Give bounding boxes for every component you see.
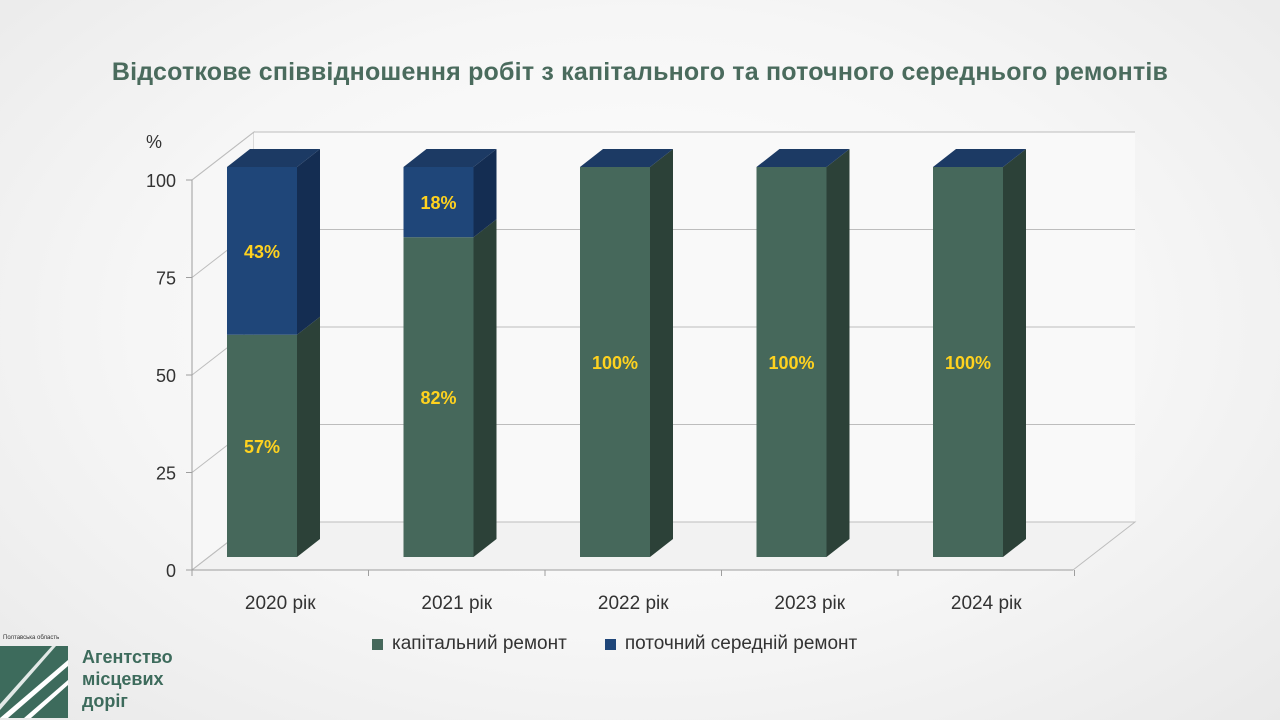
bars: 57% 43% 82% 18% 100% 100% 100% bbox=[227, 149, 1026, 557]
chart-title: Відсоткове співвідношення робіт з капіта… bbox=[111, 58, 1169, 86]
bar-side bbox=[473, 149, 497, 238]
bar-segment bbox=[933, 167, 1003, 557]
logo-region-text: Полтавська область bbox=[3, 635, 60, 641]
bar-top bbox=[403, 149, 497, 167]
legend-label-capital: капітальний ремонт bbox=[392, 633, 567, 654]
stacked-bar-chart: % 0 25 50 75 100 57% 43% 82% 18% 100% 100% 100% 20… bbox=[146, 130, 1137, 614]
legend-label-current: поточний середній ремонт bbox=[624, 633, 858, 654]
bar-side bbox=[297, 149, 320, 335]
logo-line-1: Агентство bbox=[82, 647, 173, 667]
legend-swatch-capital bbox=[372, 638, 383, 650]
logo-line-2: місцевих bbox=[82, 669, 164, 689]
bar-top bbox=[756, 149, 850, 167]
bar-segment bbox=[227, 334, 297, 557]
y-axis-label: % bbox=[146, 132, 162, 152]
logo-text: Агентство місцевих доріг bbox=[82, 646, 173, 712]
road-logo-icon bbox=[0, 646, 68, 718]
x-tick-label: 2022 рік bbox=[598, 593, 669, 614]
data-label: 18% bbox=[420, 193, 456, 213]
bar-segment bbox=[403, 237, 474, 557]
y-tick-label: 25 bbox=[156, 464, 176, 484]
bar-side bbox=[826, 149, 850, 557]
legend-item-capital: капітальний ремонт bbox=[372, 633, 567, 655]
data-label: 100% bbox=[768, 353, 814, 373]
bar-side bbox=[1003, 149, 1026, 557]
bar-top bbox=[580, 149, 673, 167]
legend-item-current: поточний середній ремонт bbox=[604, 633, 858, 655]
data-label: 43% bbox=[244, 242, 280, 262]
y-tick-label: 0 bbox=[166, 561, 176, 581]
bar-side bbox=[650, 149, 673, 557]
bar-segment bbox=[580, 167, 650, 557]
bar-segment bbox=[403, 167, 474, 238]
x-axis-labels: 2020 рік 2021 рік 2022 рік 2023 рік 2024 рік bbox=[245, 593, 1022, 614]
x-tick-label: 2020 рік bbox=[245, 593, 316, 614]
y-tick-label: 50 bbox=[156, 366, 176, 386]
data-label: 57% bbox=[244, 437, 280, 457]
x-tick-label: 2021 рік bbox=[421, 593, 492, 614]
gridline-diagonal bbox=[191, 131, 255, 181]
x-tick-label: 2023 рік bbox=[774, 593, 845, 614]
y-tick-label: 75 bbox=[156, 269, 176, 289]
bar-segment bbox=[227, 167, 297, 335]
data-label: 100% bbox=[592, 353, 638, 373]
bar-top bbox=[227, 149, 320, 167]
y-axis-ticks: 0 25 50 75 100 bbox=[146, 171, 176, 581]
bar-segment bbox=[756, 167, 827, 557]
data-label: 100% bbox=[945, 353, 991, 373]
x-tick-label: 2024 рік bbox=[951, 593, 1022, 614]
bar-top bbox=[933, 149, 1026, 167]
bar-side bbox=[473, 219, 497, 557]
legend: капітальний ремонт поточний середній рем… bbox=[372, 633, 895, 655]
data-label: 82% bbox=[420, 388, 456, 408]
logo-line-3: доріг bbox=[82, 691, 128, 711]
legend-swatch-current bbox=[604, 638, 616, 650]
y-tick-label: 100 bbox=[146, 171, 176, 191]
agency-logo: Полтавська область Агентство місцевих до… bbox=[0, 630, 200, 720]
bar-side bbox=[297, 316, 320, 557]
